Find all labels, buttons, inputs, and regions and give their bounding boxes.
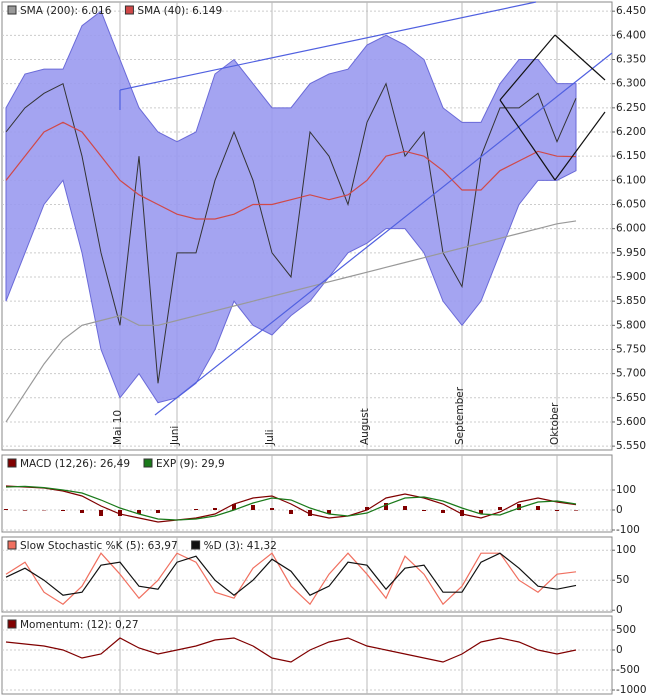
y-tick-label: 6.100 <box>616 174 646 186</box>
series-line <box>5 637 577 663</box>
histogram-bar <box>61 510 65 511</box>
y-tick-label: 100 <box>616 484 636 496</box>
histogram-bar <box>137 510 141 514</box>
legend-label: MACD (12,26): 26,49 <box>20 458 130 470</box>
y-tick-label: -500 <box>616 664 640 676</box>
y-tick-label: 6.150 <box>616 150 646 162</box>
legend-swatch <box>191 540 201 550</box>
y-tick-label: 6.250 <box>616 102 646 114</box>
y-tick-label: 5.550 <box>616 440 646 452</box>
y-tick-label: -1000 <box>616 684 647 696</box>
histogram-bar <box>384 503 388 510</box>
histogram-bar <box>460 510 464 516</box>
trend-line <box>154 52 613 416</box>
histogram-bar <box>80 510 84 513</box>
series-line <box>5 485 577 521</box>
panel-frame <box>1 454 613 533</box>
histogram-bar <box>251 505 255 510</box>
histogram-bar <box>213 508 217 510</box>
x-tick-label: Mai 10 <box>112 410 124 445</box>
trend-lines <box>119 1 613 416</box>
legend-swatch <box>7 458 17 468</box>
y-tick-label: 5.700 <box>616 368 646 380</box>
y-tick-label: 6.450 <box>616 5 646 17</box>
y-tick-label: 5.950 <box>616 247 646 259</box>
x-tick-label: Juni <box>169 426 181 446</box>
y-tick-label: 6.000 <box>616 223 646 235</box>
y-tick-label: 5.900 <box>616 271 646 283</box>
histogram-bar <box>270 508 274 510</box>
histogram-bar <box>365 507 369 510</box>
pattern-line <box>499 99 556 181</box>
histogram-bar <box>194 509 198 510</box>
series-line <box>5 485 577 523</box>
histogram-bar <box>479 510 483 514</box>
y-tick-label: 100 <box>616 544 636 556</box>
histogram-bar <box>289 510 293 514</box>
pattern-line <box>554 111 606 181</box>
y-tick-label: 5.600 <box>616 416 646 428</box>
histogram-bar <box>232 504 236 510</box>
pattern-line <box>554 34 606 81</box>
legend-swatch <box>7 619 17 629</box>
labels: 6.450 6.400 6.350 6.300 6.250 6.200 6.150 6.100… <box>7 5 647 696</box>
histogram-bar <box>498 507 502 510</box>
y-tick-label: 6.200 <box>616 126 646 138</box>
trend-line <box>119 1 537 91</box>
pattern-line <box>499 34 556 101</box>
y-tick-label: 6.050 <box>616 198 646 210</box>
y-tick-label: 6.400 <box>616 29 646 41</box>
histogram-bar <box>517 504 521 510</box>
histogram-bar <box>99 510 103 516</box>
panel-frame <box>1 536 613 613</box>
x-tick-label: Juli <box>264 429 276 446</box>
legend-label: SMA (200): 6.016 <box>20 5 112 17</box>
histogram-bar <box>403 506 407 510</box>
histogram-bar <box>574 510 578 511</box>
series-line <box>5 552 577 606</box>
histogram-bar <box>4 509 8 510</box>
y-tick-label: 5.650 <box>616 392 646 404</box>
x-tick-label: September <box>454 386 466 445</box>
legend-swatch <box>143 458 153 468</box>
y-tick-label: 500 <box>616 624 636 636</box>
legend-swatch <box>7 540 17 550</box>
y-tick-label: 50 <box>616 574 629 586</box>
y-tick-label: 0 <box>616 504 623 516</box>
histogram-bar <box>156 510 160 513</box>
legend-label: EXP (9): 29,9 <box>156 458 225 470</box>
y-tick-label: 0 <box>616 644 623 656</box>
histogram-bar <box>536 506 540 510</box>
histogram-bar <box>422 510 426 511</box>
legend-label: Momentum: (12): 0,27 <box>20 619 139 631</box>
histogram-bar <box>308 510 312 516</box>
y-tick-label: 6.300 <box>616 78 646 90</box>
panel-frame <box>1 615 613 695</box>
x-tick-label: Oktober <box>549 402 561 445</box>
legend-swatch <box>124 5 134 15</box>
histogram-bar <box>23 510 27 511</box>
series-line <box>5 220 577 423</box>
y-tick-label: 5.750 <box>616 343 646 355</box>
legend-label: Slow Stochastic %K (5): 63,97 <box>20 540 178 552</box>
histogram-bar <box>441 510 445 513</box>
histogram-bar <box>555 510 559 511</box>
y-tick-label: 6.350 <box>616 54 646 66</box>
histogram-bar <box>118 510 122 516</box>
y-tick-label: 5.800 <box>616 319 646 331</box>
x-tick-label: August <box>359 408 371 445</box>
legend-swatch <box>7 5 17 15</box>
y-tick-label: 5.850 <box>616 295 646 307</box>
histogram-bar <box>327 510 331 514</box>
y-tick-label: -100 <box>616 524 640 536</box>
legend-label: %D (3): 41,32 <box>204 540 277 552</box>
legend-label: SMA (40): 6.149 <box>137 5 222 17</box>
y-tick-label: 0 <box>616 604 623 616</box>
series-line <box>5 121 577 220</box>
series-line <box>5 552 577 596</box>
